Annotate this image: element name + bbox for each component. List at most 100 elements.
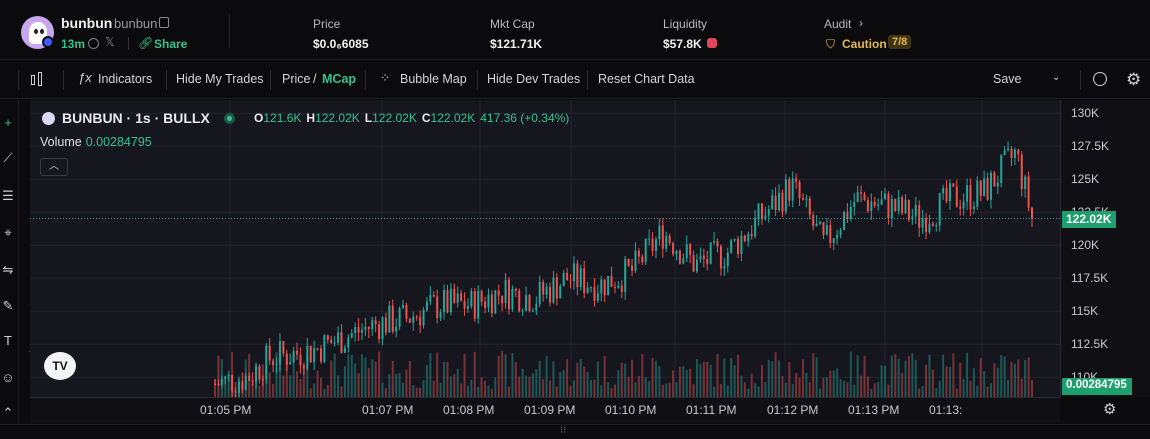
save-button[interactable]: Save	[993, 72, 1022, 86]
audit-label[interactable]: Audit	[824, 17, 852, 31]
reset-chart-button[interactable]: Reset Chart Data	[598, 72, 695, 86]
volume-bar	[460, 383, 463, 397]
volume-bar	[244, 359, 247, 397]
candle-body	[275, 364, 278, 366]
candle-body	[819, 222, 822, 225]
hide-my-trades-button[interactable]: Hide My Trades	[176, 72, 264, 86]
candle-body	[422, 309, 425, 326]
price-axis[interactable]: 130K127.5K125K122.5K120K117.5K115K112.5K…	[1060, 100, 1150, 397]
volume-bar	[425, 365, 428, 397]
volume-bar	[805, 372, 808, 397]
axis-settings-icon[interactable]: ⚙	[1103, 401, 1117, 418]
price-toggle[interactable]: Price	[282, 72, 311, 86]
candle-body	[825, 225, 828, 235]
candle-body	[350, 333, 353, 338]
candle-body	[863, 193, 866, 201]
collapse-legend-button[interactable]: ︿	[40, 158, 68, 176]
volume-bar	[730, 357, 733, 397]
candle-body	[757, 203, 760, 219]
volume-bar	[258, 385, 261, 397]
volume-bar	[819, 388, 822, 397]
candle-body	[713, 241, 716, 243]
candlestick-chart[interactable]	[30, 100, 1060, 397]
fib-retracement-icon[interactable]: ☰	[2, 188, 14, 203]
text-tool-icon[interactable]: T	[4, 333, 12, 348]
candle-body	[415, 316, 418, 318]
volume-bar	[552, 361, 555, 397]
chevron-right-icon[interactable]: ›	[859, 16, 863, 30]
volume-bar	[853, 384, 856, 397]
token-header: bunbun bunbun 13m 𝕏 🔗︎ Share Price $0.0₆…	[0, 0, 1150, 60]
brush-icon[interactable]: ✎	[2, 298, 14, 313]
volume-bar	[931, 369, 934, 397]
candle-body	[326, 335, 329, 340]
trendline-icon[interactable]: ⟋	[3, 150, 13, 165]
volume-bar	[962, 379, 965, 397]
tradingview-logo[interactable]: TV	[44, 352, 76, 380]
candle-body	[689, 244, 692, 255]
volume-bar	[986, 386, 989, 397]
time-tick-label: 01:05 PM	[200, 403, 252, 417]
x-social-icon[interactable]: 𝕏	[105, 35, 115, 49]
volume-bar	[627, 376, 630, 397]
candle-body	[234, 391, 237, 393]
time-axis[interactable]: 01:05 PM 01:07 PM 01:08 PM 01:09 PM 01:10 PM…	[30, 397, 1060, 423]
candle-body	[897, 197, 900, 212]
chart-pane[interactable]	[30, 100, 1060, 397]
candle-body	[309, 345, 312, 363]
indicators-icon[interactable]: ƒx	[78, 70, 92, 85]
volume-bar	[969, 380, 972, 397]
volume-bar	[333, 353, 336, 397]
resize-handle-icon[interactable]: ⁝⁝	[560, 425, 567, 436]
candle-body	[726, 252, 729, 267]
candle-body	[737, 238, 740, 255]
candle-body	[682, 258, 685, 264]
time-tick-label: 01:13:	[929, 403, 963, 417]
candle-body	[709, 242, 712, 264]
ruler-icon[interactable]: ⌃	[2, 405, 14, 420]
emoji-icon[interactable]: ☺	[1, 370, 15, 385]
volume-bar	[972, 368, 975, 397]
candlestick-type-icon[interactable]	[31, 72, 45, 88]
platform-badge-icon	[42, 36, 54, 48]
chevron-down-icon[interactable]: ⌄	[1052, 72, 1061, 83]
measure-icon[interactable]: ⇋	[2, 262, 14, 277]
volume-bar	[497, 355, 500, 397]
candle-body	[928, 223, 931, 232]
volume-bar	[590, 379, 593, 397]
candle-body	[648, 238, 651, 240]
volume-bar	[887, 384, 890, 397]
volume-bar	[490, 388, 493, 397]
indicators-button[interactable]: Indicators	[98, 72, 153, 86]
bubble-map-button[interactable]: Bubble Map	[400, 72, 467, 86]
candle-body	[425, 301, 428, 310]
settings-gear-icon[interactable]: ⚙	[1126, 70, 1142, 89]
mcap-value: $121.71K	[490, 37, 543, 51]
candle-body	[466, 306, 469, 309]
candle-body	[463, 300, 466, 309]
bubble-map-icon[interactable]: ⁘	[380, 71, 391, 85]
mcap-toggle[interactable]: MCap	[322, 72, 357, 86]
divider	[63, 70, 64, 90]
volume-bar	[976, 385, 979, 397]
time-tick-label: 01:09 PM	[524, 403, 576, 417]
volume-bar	[600, 385, 603, 397]
copy-icon[interactable]	[159, 17, 169, 28]
candle-body	[296, 350, 299, 355]
zoom-icon[interactable]	[1093, 72, 1107, 86]
candle-body	[1000, 155, 1003, 184]
candle-body	[1003, 150, 1006, 156]
volume-bar	[788, 362, 791, 397]
volume-bar	[617, 370, 620, 397]
pattern-icon[interactable]: ⌖	[4, 225, 12, 240]
hide-dev-trades-button[interactable]: Hide Dev Trades	[487, 72, 581, 86]
crosshair-icon[interactable]: +	[4, 115, 12, 130]
volume-bar	[740, 375, 743, 397]
volume-bar	[350, 354, 353, 397]
share-button[interactable]: Share	[154, 37, 188, 51]
candle-body	[347, 337, 350, 348]
volume-bar	[866, 376, 869, 397]
volume-bar	[562, 370, 565, 397]
candle-body	[822, 222, 825, 235]
candle-body	[302, 365, 305, 369]
